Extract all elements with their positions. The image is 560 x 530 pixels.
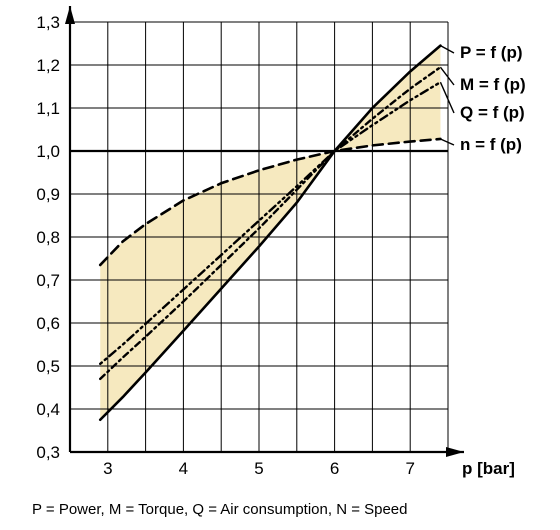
svg-text:0,3: 0,3 (36, 443, 60, 462)
svg-text:1,1: 1,1 (36, 99, 60, 118)
chart-svg: 3 4 5 6 7 0,3 0,4 0,5 0,6 0,7 0,8 0,9 1,0 1,1 1,2 1,3 p … (0, 0, 560, 530)
svg-text:1,0: 1,0 (36, 142, 60, 161)
x-axis-label: p [bar] (462, 459, 515, 478)
svg-text:3: 3 (103, 459, 112, 478)
series-label-P: P = f (p) (460, 43, 523, 62)
series-label-Q: Q = f (p) (460, 103, 525, 122)
svg-text:0,5: 0,5 (36, 357, 60, 376)
series-label-n: n = f (p) (460, 135, 522, 154)
svg-text:4: 4 (179, 459, 188, 478)
svg-text:1,3: 1,3 (36, 13, 60, 32)
svg-text:0,4: 0,4 (36, 400, 60, 419)
svg-text:6: 6 (330, 459, 339, 478)
series-label-M: M = f (p) (460, 75, 526, 94)
svg-text:1,2: 1,2 (36, 56, 60, 75)
chart-container: 3 4 5 6 7 0,3 0,4 0,5 0,6 0,7 0,8 0,9 1,0 1,1 1,2 1,3 p … (0, 0, 560, 530)
svg-text:0,8: 0,8 (36, 228, 60, 247)
legend-text: P = Power, M = Torque, Q = Air consumpti… (32, 501, 408, 518)
svg-text:7: 7 (405, 459, 414, 478)
svg-text:5: 5 (254, 459, 263, 478)
svg-text:0,6: 0,6 (36, 314, 60, 333)
svg-text:0,9: 0,9 (36, 185, 60, 204)
svg-text:0,7: 0,7 (36, 271, 60, 290)
